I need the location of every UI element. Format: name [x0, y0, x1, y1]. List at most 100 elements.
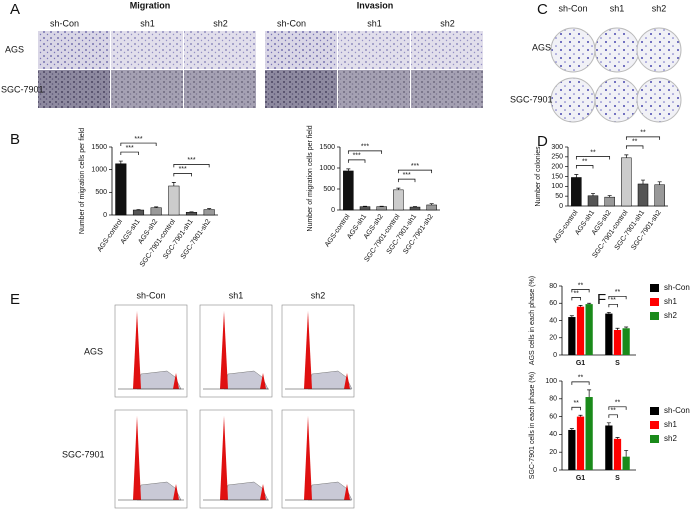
significance-bracket	[571, 289, 590, 293]
significance-bracket	[120, 151, 139, 156]
x-tick-label: S	[615, 360, 620, 367]
significance-bracket	[173, 164, 210, 168]
micrograph	[184, 70, 256, 108]
significance-label: **	[615, 400, 621, 407]
significance-label: **	[610, 297, 616, 304]
legend-label: sh-Con	[664, 406, 690, 415]
error-bar	[607, 195, 612, 198]
column-label: sh1	[229, 290, 244, 300]
significance-label: ***	[403, 172, 411, 179]
x-tick-label: AGS-control	[552, 209, 580, 245]
y-tick-label: 20	[549, 449, 557, 456]
panel-letter: E	[10, 291, 20, 308]
column-label: sh2	[652, 3, 667, 13]
y-tick-label: 80	[549, 396, 557, 403]
y-tick-label: 1000	[91, 167, 107, 174]
y-tick-label: 50	[555, 193, 563, 200]
significance-bracket	[575, 165, 594, 169]
bar	[605, 425, 613, 470]
y-axis-title: AGS cells in each phase (%)	[529, 276, 536, 365]
panel-title: Migration	[130, 0, 171, 10]
y-tick-label: 1000	[319, 165, 335, 172]
micrograph	[111, 70, 183, 108]
y-tick-label: 300	[551, 144, 563, 151]
y-tick-label: 80	[549, 283, 557, 290]
error-bar	[578, 414, 583, 417]
histogram-g1-peak	[220, 311, 228, 389]
y-tick-label: 0	[553, 352, 557, 359]
histogram-g2-peak	[260, 484, 266, 500]
significance-bracket	[571, 297, 581, 301]
micrograph	[338, 70, 410, 108]
significance-label: **	[590, 149, 596, 156]
bar	[343, 170, 354, 211]
histogram-g2-peak	[344, 373, 350, 389]
bar	[409, 206, 421, 211]
y-tick-label: 250	[551, 154, 563, 161]
significance-label: ***	[353, 153, 361, 160]
panel-letter: D	[537, 133, 548, 150]
significance-bracket	[608, 303, 618, 308]
y-tick-label: 1500	[319, 144, 335, 151]
significance-bracket	[347, 150, 383, 154]
x-tick-label: AGS-control	[96, 218, 124, 254]
significance-label: **	[632, 139, 638, 146]
column-label: sh2	[311, 290, 326, 300]
bar	[393, 189, 404, 211]
y-tick-label: 500	[323, 186, 335, 193]
error-bar	[624, 326, 629, 329]
colony-plate	[636, 27, 682, 73]
bar	[622, 328, 630, 355]
bar	[376, 206, 387, 211]
significance-label: **	[573, 290, 579, 297]
significance-bracket	[173, 173, 192, 177]
y-axis-title: Number of migration cells per field	[307, 125, 314, 231]
significance-bracket	[571, 406, 581, 411]
error-bar	[569, 428, 574, 430]
micrograph	[111, 31, 183, 69]
bar	[132, 209, 145, 216]
legend-swatch	[650, 312, 659, 320]
x-tick-label: S	[615, 475, 620, 482]
significance-bracket	[397, 178, 416, 183]
significance-label: **	[610, 408, 616, 415]
row-label: AGS	[84, 346, 103, 356]
y-tick-label: 0	[103, 212, 107, 219]
significance-label: ***	[187, 157, 195, 164]
significance-label: ***	[179, 166, 187, 173]
bar	[585, 304, 593, 355]
y-tick-label: 60	[549, 413, 557, 420]
significance-label: **	[615, 289, 621, 296]
legend-swatch	[650, 284, 659, 292]
error-bar	[657, 181, 662, 185]
bar	[571, 177, 582, 207]
bar	[621, 157, 632, 207]
significance-bracket	[608, 414, 618, 418]
histogram-g2-peak	[173, 484, 179, 500]
error-bar	[118, 160, 123, 164]
significance-bracket	[347, 159, 366, 163]
y-tick-label: 100	[551, 183, 563, 190]
row-label: SGC-7901	[510, 94, 553, 104]
colony-plate	[594, 77, 640, 123]
significance-label: **	[640, 130, 646, 137]
micrograph	[411, 31, 483, 69]
panel-letter: F	[597, 291, 606, 308]
significance-bracket	[608, 295, 627, 300]
bar	[568, 317, 576, 355]
y-tick-label: 0	[331, 207, 335, 214]
error-bar	[429, 203, 434, 205]
column-label: sh-Con	[50, 18, 79, 28]
significance-label: **	[582, 158, 588, 165]
bar	[604, 196, 615, 207]
column-label: sh2	[440, 18, 455, 28]
histogram-g1-peak	[304, 416, 312, 500]
error-bar	[569, 315, 574, 318]
y-tick-label: 200	[551, 164, 563, 171]
y-axis-title: Number of migration cells per field	[79, 128, 86, 234]
histogram-g1-peak	[133, 416, 141, 500]
histogram-g2-peak	[173, 373, 179, 389]
bar	[185, 212, 198, 216]
row-label: AGS	[5, 44, 24, 54]
micrograph	[265, 70, 337, 108]
